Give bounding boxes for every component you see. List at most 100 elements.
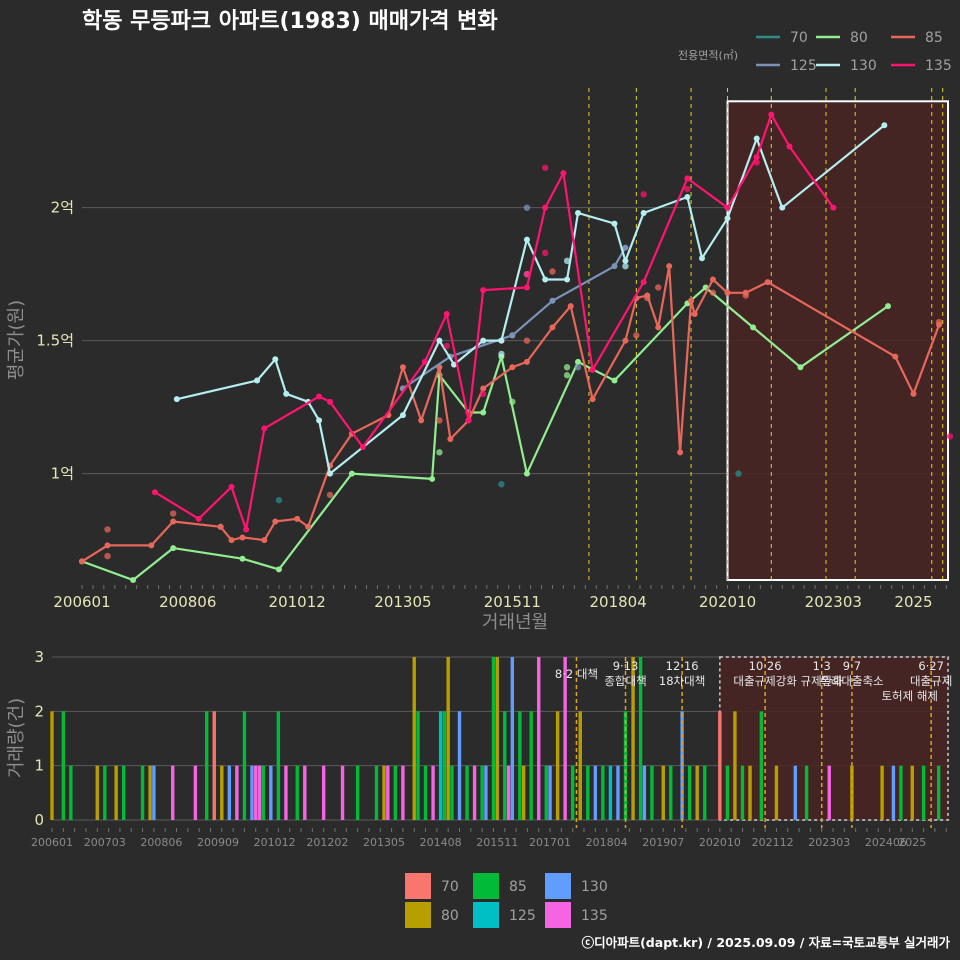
volume-bar-80	[148, 765, 152, 820]
volume-bar-80	[95, 765, 99, 820]
series-point-130	[498, 337, 505, 344]
series-point-85	[228, 537, 235, 544]
series-scatter-135	[684, 185, 691, 193]
series-scatter-70	[735, 470, 742, 477]
bottom-y-tick-label: 0	[34, 811, 44, 829]
series-point-85	[724, 289, 731, 296]
volume-bar-85	[740, 765, 745, 820]
series-scatter-70	[275, 497, 283, 504]
bottom-x-tick-label: 202010	[699, 836, 741, 849]
policy-label: 10·26	[749, 659, 782, 673]
series-line-85	[81, 265, 941, 563]
series-scatter-135	[443, 342, 450, 350]
series-point-135	[589, 366, 596, 373]
series-point-130	[622, 257, 629, 264]
bottom-legend-swatch-70	[405, 873, 431, 899]
bottom-x-tick-label: 200909	[197, 836, 239, 849]
bottom-x-tick-label: 201907	[642, 836, 684, 849]
volume-bar-80	[774, 765, 779, 820]
series-point-135	[560, 170, 567, 177]
volume-bar-80	[220, 765, 224, 820]
volume-bar-85	[570, 765, 575, 820]
volume-bar-80	[733, 711, 737, 820]
volume-bar-135	[303, 765, 307, 820]
bottom-y-tick-label: 3	[34, 648, 44, 666]
legend-title: 전용면적(㎡)	[678, 49, 738, 62]
legend-label-85: 85	[925, 30, 943, 46]
volume-bar-85	[601, 765, 605, 820]
series-point-80	[523, 470, 530, 477]
series-point-80	[575, 358, 581, 365]
volume-bar-130	[457, 711, 462, 820]
series-point-125	[622, 244, 629, 251]
series-point-85	[523, 358, 530, 365]
policy-label: 6·27	[918, 659, 944, 673]
bottom-y-ticks: 0 1 2 3	[34, 648, 44, 829]
series-point-130	[436, 337, 443, 344]
volume-bar-135	[257, 765, 262, 820]
series-point-85	[217, 523, 224, 530]
volume-bar-130	[484, 765, 488, 820]
series-point-80	[480, 409, 487, 416]
volume-bar-85	[442, 711, 447, 820]
series-scatter-85	[644, 294, 651, 302]
top-y-axis-title: 평균가(원)	[6, 300, 27, 380]
series-scatter-85	[935, 318, 943, 326]
legend-label-125: 125	[790, 58, 817, 74]
series-point-130	[399, 412, 406, 419]
top-legend: 전용면적(㎡) 70 80 85 125 130 135	[678, 30, 952, 74]
series-scatter-135	[753, 159, 760, 166]
top-y-ticks: 1억 1.5억 2억	[36, 199, 74, 483]
series-point-85	[399, 364, 406, 371]
bottom-legend-label-85: 85	[509, 879, 527, 895]
volume-bar-130	[269, 765, 273, 820]
bottom-y-tick-label: 2	[34, 702, 44, 720]
series-point-135	[261, 425, 268, 432]
volume-bar-80	[880, 765, 884, 820]
volume-bar-85	[491, 657, 496, 820]
bottom-x-tick-label: 202112	[752, 836, 794, 849]
series-scatter-85	[104, 526, 111, 533]
series-point-130	[173, 396, 180, 403]
volume-bar-135	[254, 765, 258, 820]
volume-bar-85	[936, 765, 941, 820]
volume-bar-85	[242, 711, 247, 820]
volume-bar-135	[386, 765, 390, 820]
series-point-135	[753, 154, 760, 161]
bottom-x-tick-label: 202303	[808, 836, 850, 849]
volume-bar-80	[446, 657, 450, 820]
bottom-legend-label-70: 70	[441, 879, 459, 895]
series-point-130	[753, 135, 760, 142]
bottom-x-tick-label: 2025	[898, 836, 926, 849]
volume-bar-85	[261, 765, 265, 820]
chart-title: 학동 무등파크 아파트(1983) 매매가격 변화	[82, 9, 498, 34]
volume-bar-85	[450, 765, 454, 820]
series-point-135	[640, 279, 647, 286]
series-point-135	[830, 204, 837, 211]
policy-label: 9·7	[843, 659, 861, 673]
series-point-135	[327, 398, 333, 405]
volume-bar-85	[480, 765, 484, 820]
volume-bar-80	[578, 711, 582, 820]
series-scatter-85	[633, 332, 640, 339]
volume-bar-130	[250, 765, 254, 820]
volume-bar-85	[921, 765, 926, 820]
series-point-135	[359, 444, 366, 451]
volume-bar-80	[695, 765, 699, 820]
series-scatter-85	[104, 552, 111, 560]
policy-label: 규제완화	[801, 674, 844, 688]
series-scatter-80	[509, 398, 516, 406]
policy-extra-label: 토허제 해제	[881, 689, 938, 703]
series-point-85	[622, 337, 629, 344]
series-point-80	[611, 377, 618, 384]
top-y-tick-label: 1.5억	[36, 332, 74, 350]
volume-bar-85	[544, 765, 548, 820]
series-point-135	[523, 284, 530, 291]
volume-bar-85	[804, 765, 809, 820]
series-scatter-85	[523, 337, 531, 344]
volume-bar-70	[212, 711, 216, 820]
series-point-130	[316, 417, 323, 424]
series-point-85	[418, 417, 425, 424]
volume-bar-130	[616, 765, 620, 820]
bottom-x-ticks: 200601 200703 200806 200909 201012 201202 2013…	[31, 828, 947, 849]
